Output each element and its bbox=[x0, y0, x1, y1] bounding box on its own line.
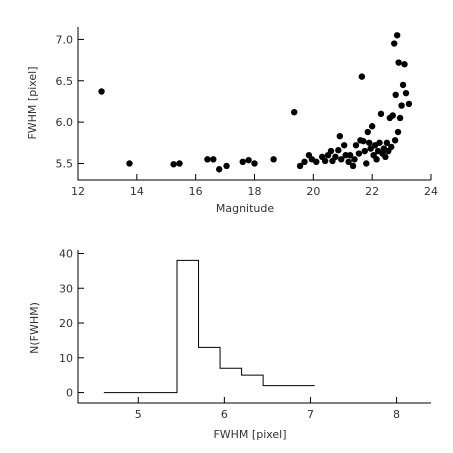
scatter-x-tick-label: 24 bbox=[424, 185, 438, 198]
scatter-point bbox=[361, 147, 369, 155]
histogram-axes-frame bbox=[77, 250, 431, 404]
scatter-point bbox=[321, 157, 329, 165]
scatter-point bbox=[216, 166, 223, 173]
scatter-y-tick-label: 6.5 bbox=[56, 75, 74, 88]
scatter-point bbox=[296, 162, 304, 170]
scatter-x-axis-title: Magnitude bbox=[216, 202, 275, 215]
scatter-point bbox=[358, 73, 366, 80]
scatter-point bbox=[392, 91, 399, 99]
scatter-point bbox=[394, 128, 402, 136]
scatter-point bbox=[399, 81, 407, 89]
scatter-point bbox=[393, 32, 401, 39]
scatter-point bbox=[373, 156, 380, 163]
scatter-point bbox=[335, 147, 342, 154]
scatter-point bbox=[355, 150, 363, 157]
scatter-x-tick-label: 16 bbox=[189, 185, 203, 198]
scatter-point bbox=[360, 137, 367, 145]
scatter-point bbox=[382, 153, 389, 161]
scatter-point bbox=[239, 158, 246, 166]
scatter-y-tick-label: 5.5 bbox=[56, 157, 74, 170]
scatter-y-axis-title: FWHM [pixel] bbox=[26, 66, 39, 139]
histogram-step-line bbox=[103, 259, 315, 394]
scatter-point bbox=[332, 153, 339, 161]
scatter-point bbox=[345, 158, 352, 166]
histogram-y-tick-label: 10 bbox=[59, 352, 73, 365]
histogram-x-axis-title: FWHM [pixel] bbox=[213, 428, 286, 441]
histogram-y-ticks: 0 10 20 30 40 bbox=[59, 247, 84, 400]
histogram-x-ticks: 5 6 7 8 bbox=[135, 397, 400, 421]
scatter-point bbox=[395, 59, 402, 66]
scatter-x-tick-label: 14 bbox=[130, 185, 144, 198]
scatter-point bbox=[366, 139, 373, 146]
scatter-y-ticks: 5.5 6.0 6.5 7.0 bbox=[56, 33, 84, 170]
histogram-panel: 5 6 7 8 0 10 20 30 40 FWHM [pixel] N(FWHM) bbox=[28, 247, 431, 441]
scatter-point bbox=[376, 139, 383, 146]
scatter-point bbox=[405, 100, 413, 108]
scatter-point bbox=[383, 139, 391, 146]
histogram-y-axis-title: N(FWHM) bbox=[28, 302, 41, 354]
histogram-x-tick-label: 7 bbox=[307, 408, 314, 421]
scatter-point bbox=[352, 142, 360, 149]
scatter-point bbox=[336, 132, 344, 140]
histogram-y-tick-label: 20 bbox=[59, 317, 73, 330]
scatter-point bbox=[301, 158, 308, 166]
scatter-point bbox=[388, 143, 395, 151]
scatter-point bbox=[367, 145, 374, 152]
scatter-x-tick-label: 22 bbox=[365, 185, 379, 198]
scatter-x-tick-label: 18 bbox=[248, 185, 262, 198]
scatter-point bbox=[341, 142, 348, 149]
scatter-point bbox=[176, 160, 183, 167]
scatter-point bbox=[327, 147, 335, 155]
scatter-x-ticks: 12 14 16 18 20 22 24 bbox=[71, 174, 438, 198]
scatter-point bbox=[245, 156, 252, 164]
scatter-x-tick-label: 20 bbox=[306, 185, 320, 198]
scatter-point bbox=[251, 160, 258, 167]
scatter-point bbox=[391, 40, 398, 47]
scatter-point bbox=[401, 61, 408, 68]
scatter-x-tick-label: 12 bbox=[71, 185, 85, 198]
scatter-point bbox=[368, 123, 376, 130]
scatter-point bbox=[351, 156, 358, 163]
scatter-points bbox=[98, 32, 413, 173]
histogram-x-tick-label: 6 bbox=[221, 408, 228, 421]
scatter-point bbox=[377, 110, 385, 118]
scatter-point bbox=[204, 156, 211, 163]
scatter-y-tick-label: 6.0 bbox=[56, 116, 74, 129]
scatter-point bbox=[313, 158, 320, 166]
scatter-point bbox=[126, 160, 133, 167]
scatter-point bbox=[291, 108, 298, 116]
scatter-point bbox=[402, 89, 410, 97]
scatter-point bbox=[398, 102, 405, 109]
scatter-point bbox=[338, 156, 345, 163]
scatter-point bbox=[342, 151, 349, 159]
scatter-point bbox=[223, 162, 230, 170]
scatter-point bbox=[391, 137, 399, 144]
scatter-point bbox=[98, 88, 105, 95]
scatter-point bbox=[170, 161, 177, 168]
scatter-point bbox=[210, 156, 217, 163]
scatter-y-tick-label: 7.0 bbox=[56, 33, 74, 46]
scatter-point bbox=[389, 112, 396, 119]
scatter-panel: 12 14 16 18 20 22 24 5.5 6.0 6.5 7.0 Magnitude FW… bbox=[26, 27, 438, 215]
histogram-y-tick-label: 40 bbox=[59, 247, 73, 260]
histogram-x-tick-label: 8 bbox=[393, 408, 400, 421]
scatter-point bbox=[396, 114, 404, 122]
histogram-y-tick-label: 0 bbox=[66, 387, 73, 400]
scatter-point bbox=[363, 160, 370, 167]
scatter-point bbox=[364, 128, 371, 136]
scatter-point bbox=[270, 156, 277, 163]
histogram-x-tick-label: 5 bbox=[135, 408, 142, 421]
scatter-point bbox=[349, 162, 357, 170]
scatter-point bbox=[346, 151, 354, 159]
histogram-y-tick-label: 30 bbox=[59, 282, 73, 295]
